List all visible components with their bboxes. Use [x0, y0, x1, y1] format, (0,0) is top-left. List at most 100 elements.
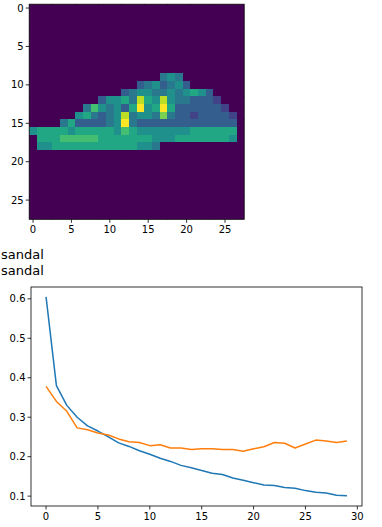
heatmap-cell: [229, 89, 237, 97]
heatmap-cell: [198, 104, 206, 112]
heatmap-cell: [183, 181, 191, 189]
heatmap-cell: [167, 20, 175, 28]
heatmap-cell: [91, 58, 99, 66]
heatmap-cell: [29, 20, 37, 28]
heatmap-cell: [160, 212, 168, 220]
heatmap-cell: [144, 58, 152, 66]
heatmap-cell: [144, 12, 152, 20]
heatmap-cell: [160, 50, 168, 58]
heatmap-cell: [183, 43, 191, 51]
heatmap-cell: [183, 12, 191, 20]
heatmap-cell: [68, 196, 76, 204]
heatmap-cell: [45, 119, 53, 127]
heatmap-cell: [114, 204, 122, 212]
heatmap-cell: [206, 204, 214, 212]
heatmap-cell: [129, 127, 137, 135]
heatmap-cell: [91, 35, 99, 43]
heatmap-cell: [83, 142, 91, 150]
heatmap-cell: [144, 4, 152, 12]
heatmap-cell: [75, 20, 83, 28]
heatmap-cell: [37, 104, 45, 112]
heatmap-cell: [167, 119, 175, 127]
heatmap-cell: [68, 58, 76, 66]
heatmap-cell: [75, 189, 83, 197]
heatmap-cell: [152, 212, 160, 220]
heatmap-cell: [60, 66, 68, 74]
heatmap-cell: [75, 150, 83, 158]
y-tick-label: 0: [17, 3, 23, 14]
heatmap-cell: [75, 12, 83, 20]
heatmap-cell: [152, 150, 160, 158]
heatmap-cell: [175, 212, 183, 220]
heatmap-cell: [183, 142, 191, 150]
heatmap-cell: [152, 81, 160, 89]
heatmap-cell: [106, 135, 114, 143]
heatmap-cell: [167, 204, 175, 212]
heatmap-cell: [198, 212, 206, 220]
heatmap-cell: [198, 43, 206, 51]
heatmap-cell: [221, 58, 229, 66]
heatmap-cell: [37, 142, 45, 150]
heatmap-cell: [121, 96, 129, 104]
heatmap-cell: [213, 81, 221, 89]
heatmap-cell: [37, 173, 45, 181]
heatmap-cell: [206, 158, 214, 166]
heatmap-cell: [160, 104, 168, 112]
heatmap-cell: [91, 119, 99, 127]
heatmap-cell: [144, 35, 152, 43]
heatmap-cell: [237, 66, 245, 74]
heatmap-cell: [167, 189, 175, 197]
heatmap-cell: [152, 135, 160, 143]
heatmap-cell: [29, 150, 37, 158]
x-tick: [305, 506, 306, 510]
heatmap-cell: [106, 212, 114, 220]
heatmap-cell: [229, 35, 237, 43]
heatmap-cell: [45, 158, 53, 166]
heatmap-cell: [213, 135, 221, 143]
heatmap-cell: [237, 27, 245, 35]
heatmap-cell: [160, 158, 168, 166]
heatmap-cell: [190, 173, 198, 181]
heatmap-cell: [60, 27, 68, 35]
heatmap-cell: [175, 58, 183, 66]
heatmap-cell: [237, 127, 245, 135]
heatmap-cell: [129, 142, 137, 150]
heatmap-cell: [206, 96, 214, 104]
heatmap-cell: [83, 12, 91, 20]
heatmap-cell: [29, 58, 37, 66]
lines: [46, 297, 347, 496]
heatmap-cell: [114, 4, 122, 12]
heatmap-cell: [175, 150, 183, 158]
heatmap-cell: [229, 66, 237, 74]
heatmap-cell: [75, 96, 83, 104]
heatmap-cell: [167, 112, 175, 120]
heatmap-cell: [75, 181, 83, 189]
heatmap-cell: [160, 196, 168, 204]
heatmap-cell: [52, 35, 60, 43]
heatmap-cell: [175, 158, 183, 166]
heatmap-cell: [198, 135, 206, 143]
heatmap-cell: [75, 173, 83, 181]
heatmap-cell: [198, 166, 206, 174]
heatmap-cell: [68, 104, 76, 112]
heatmap-cell: [114, 73, 122, 81]
heatmap-cell: [29, 204, 37, 212]
heatmap-cell: [229, 142, 237, 150]
heatmap-cell: [229, 204, 237, 212]
heatmap-cell: [198, 150, 206, 158]
heatmap-cell: [198, 27, 206, 35]
heatmap-cell: [160, 73, 168, 81]
y-tick-label: 25: [11, 195, 24, 206]
heatmap-cell: [167, 150, 175, 158]
heatmap-cell: [229, 196, 237, 204]
heatmap-cell: [52, 173, 60, 181]
heatmap-cell: [213, 181, 221, 189]
heatmap-cell: [129, 104, 137, 112]
x-tick-label: 5: [68, 224, 74, 235]
heatmap-cell: [106, 4, 114, 12]
heatmap-cell: [121, 4, 129, 12]
heatmap-cell: [213, 119, 221, 127]
heatmap-cell: [45, 58, 53, 66]
heatmap-cell: [237, 166, 245, 174]
heatmap-cell: [98, 58, 106, 66]
